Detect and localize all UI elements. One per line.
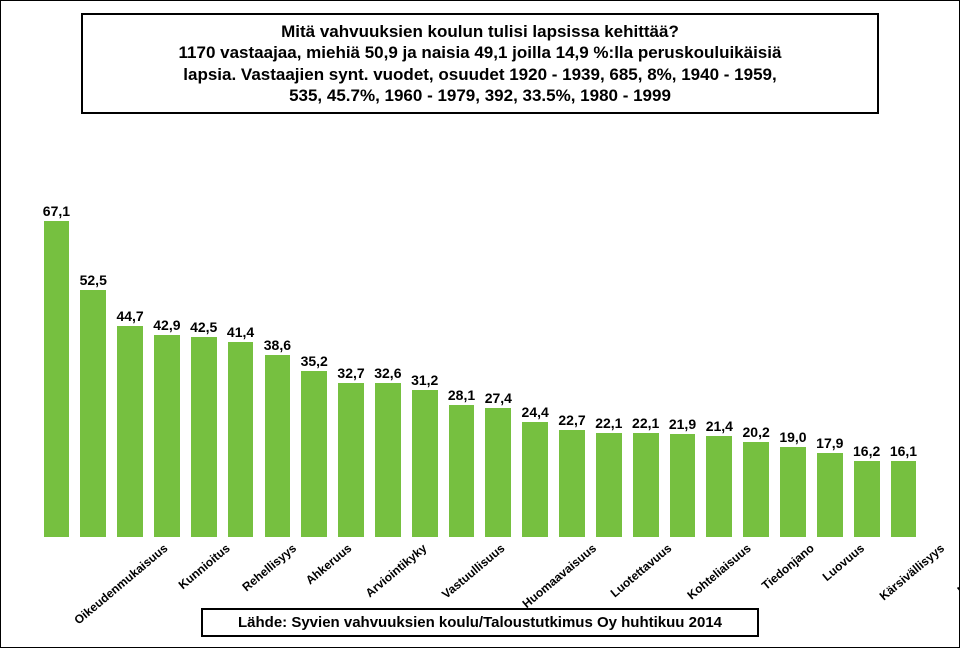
chart-subtitle-line2: lapsia. Vastaajien synt. vuodet, osuudet…	[93, 64, 867, 85]
bar-rect	[412, 390, 438, 537]
bar-value-label: 41,4	[227, 324, 254, 340]
bar: 38,6	[259, 337, 296, 537]
bar-rect	[485, 408, 511, 537]
bar-rect	[633, 433, 659, 537]
bar-value-label: 22,1	[595, 415, 622, 431]
bar-value-label: 16,1	[890, 443, 917, 459]
bar-rect	[817, 453, 843, 537]
x-tick-label: Itsevarmuus	[955, 541, 960, 597]
bar-value-label: 32,7	[337, 365, 364, 381]
bars-container: 67,152,544,742,942,541,438,635,232,732,6…	[36, 207, 924, 537]
bar: 67,1	[38, 203, 75, 537]
bar-value-label: 21,4	[706, 418, 733, 434]
chart-title: Mitä vahvuuksien koulun tulisi lapsissa …	[93, 21, 867, 42]
bar-rect	[265, 355, 291, 537]
bar-value-label: 42,5	[190, 319, 217, 335]
bar: 52,5	[75, 272, 112, 538]
bar-value-label: 16,2	[853, 443, 880, 459]
bar: 42,5	[185, 319, 222, 537]
bar: 16,1	[885, 443, 922, 537]
x-tick: Huomaavaisuus	[492, 537, 584, 617]
bar: 32,7	[333, 365, 370, 537]
bar-rect	[301, 371, 327, 537]
bar-rect	[80, 290, 106, 538]
chart-subtitle-line1: 1170 vastaajaa, miehiä 50,9 ja naisia 49…	[93, 42, 867, 63]
bar-value-label: 32,6	[374, 365, 401, 381]
bar-rect	[117, 326, 143, 537]
bar-rect	[706, 436, 732, 537]
bar-rect	[780, 447, 806, 537]
bar: 22,1	[590, 415, 627, 537]
bar-rect	[228, 342, 254, 537]
bar: 27,4	[480, 390, 517, 537]
bar: 32,6	[369, 365, 406, 537]
bar-value-label: 31,2	[411, 372, 438, 388]
bar-chart: 67,1 52,5 44,7 42,9 42,5 41,4 38,6 35,2 32,7 32,6…	[36, 136, 924, 547]
bar: 22,1	[627, 415, 664, 537]
bar-rect	[670, 434, 696, 537]
bar-value-label: 38,6	[264, 337, 291, 353]
bar: 19,0	[775, 429, 812, 537]
bar-rect	[559, 430, 585, 537]
bar-rect	[522, 422, 548, 537]
bar-value-label: 20,2	[743, 424, 770, 440]
bar-value-label: 22,1	[632, 415, 659, 431]
x-axis: OikeudenmukaisuusKunnioitusRehellisyysAh…	[36, 537, 924, 617]
bar: 17,9	[811, 435, 848, 537]
chart-subtitle-line3: 535, 45.7%, 1960 - 1979, 392, 33.5%, 198…	[93, 85, 867, 106]
figure-frame: Mitä vahvuuksien koulun tulisi lapsissa …	[0, 0, 960, 648]
bar: 44,7	[112, 308, 149, 537]
bar: 41,4	[222, 324, 259, 537]
bar-value-label: 42,9	[153, 317, 180, 333]
source-footer: Lähde: Syvien vahvuuksien koulu/Taloustu…	[201, 608, 759, 637]
bar-rect	[191, 337, 217, 537]
bar-value-label: 27,4	[485, 390, 512, 406]
bar: 42,9	[148, 317, 185, 537]
bar-rect	[743, 442, 769, 537]
bar: 21,9	[664, 416, 701, 537]
bar-rect	[375, 383, 401, 537]
bar: 22,7	[554, 412, 591, 537]
bar: 35,2	[296, 353, 333, 537]
header-box: Mitä vahvuuksien koulun tulisi lapsissa …	[81, 13, 879, 114]
bar-rect	[154, 335, 180, 537]
bar-rect	[449, 405, 475, 537]
bar-value-label: 17,9	[816, 435, 843, 451]
bar: 31,2	[406, 372, 443, 537]
bar-value-label: 52,5	[80, 272, 107, 288]
bar: 20,2	[738, 424, 775, 537]
bar-value-label: 67,1	[43, 203, 70, 219]
bar-value-label: 19,0	[779, 429, 806, 445]
bar-rect	[854, 461, 880, 537]
bar-value-label: 21,9	[669, 416, 696, 432]
x-tick: Oikeudenmukaisuus	[38, 537, 155, 617]
bar-value-label: 44,7	[116, 308, 143, 324]
bar-value-label: 24,4	[522, 404, 549, 420]
bar-rect	[596, 433, 622, 537]
bar: 28,1	[443, 387, 480, 537]
bar-rect	[44, 221, 70, 537]
bar-rect	[338, 383, 364, 537]
bar: 24,4	[517, 404, 554, 537]
bar-rect	[891, 461, 917, 537]
bar: 16,2	[848, 443, 885, 537]
bar-value-label: 35,2	[301, 353, 328, 369]
bar-value-label: 22,7	[558, 412, 585, 428]
bar-value-label: 28,1	[448, 387, 475, 403]
bar: 21,4	[701, 418, 738, 537]
